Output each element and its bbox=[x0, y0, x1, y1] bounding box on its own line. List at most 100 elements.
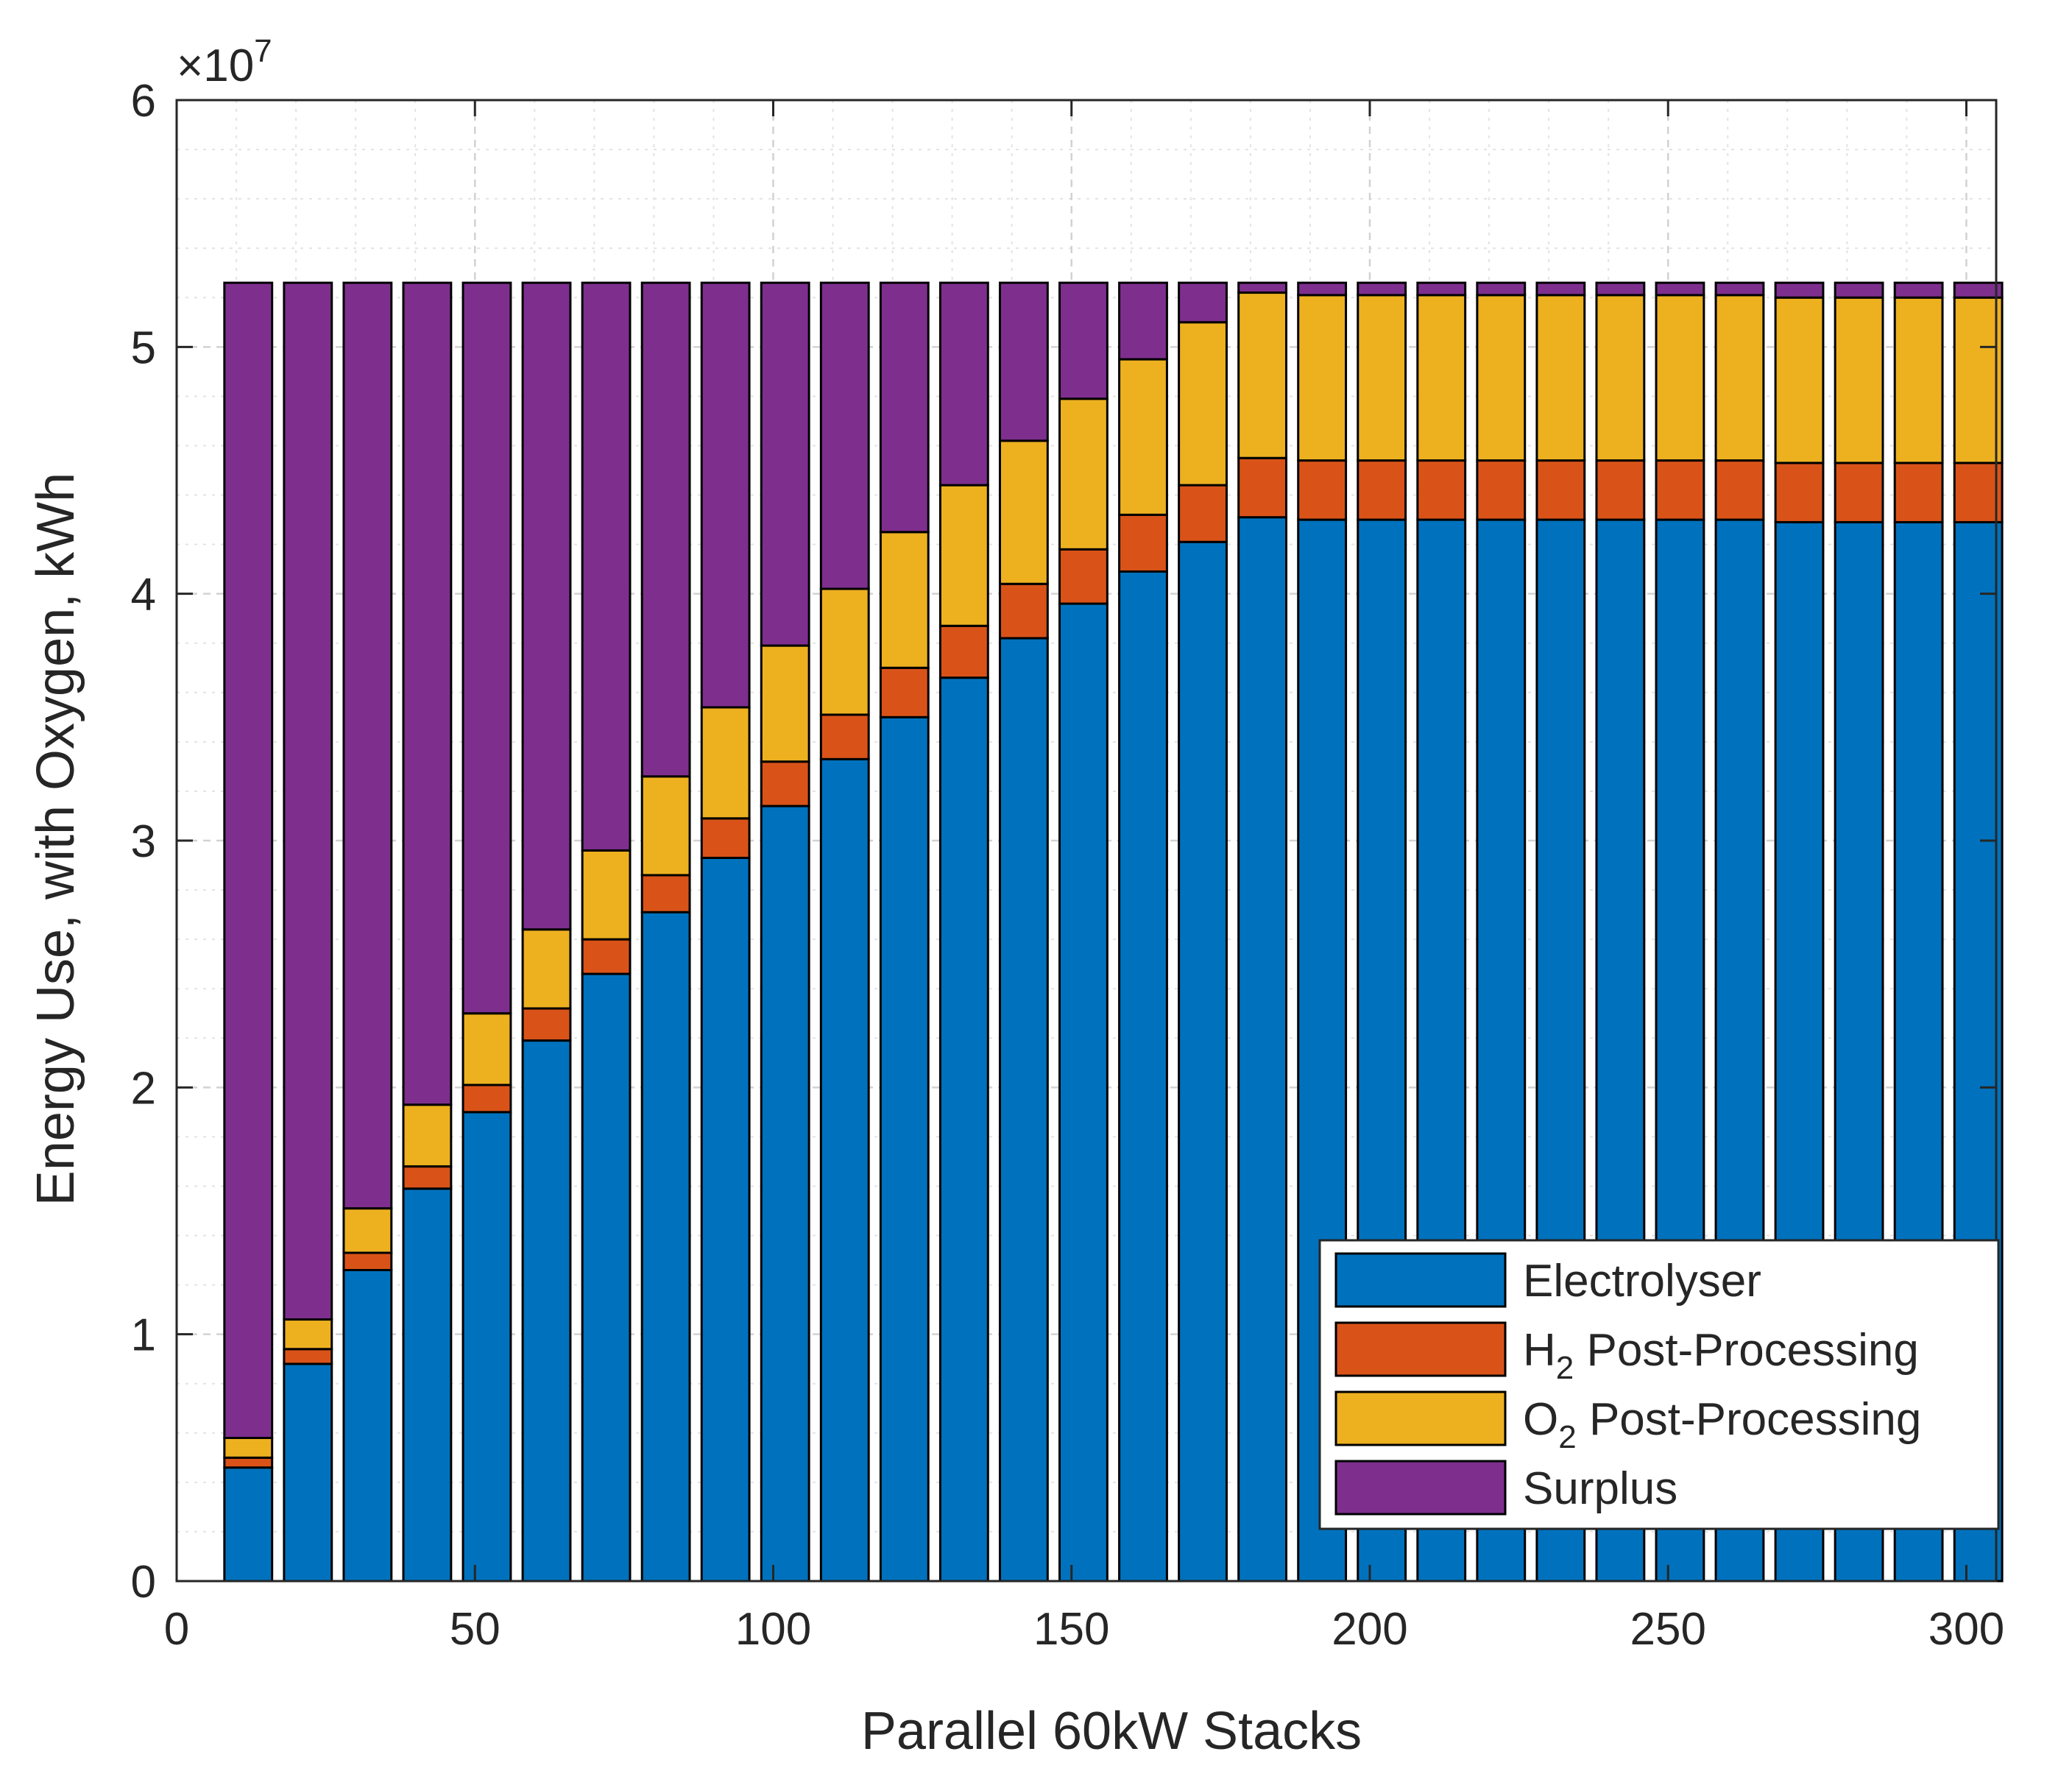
bar-segment-o2-122 bbox=[879, 531, 930, 669]
bar-segment-surplus-232 bbox=[1535, 281, 1586, 297]
bar-segment-o2-172 bbox=[1178, 321, 1228, 487]
legend-label-subscript: 2 bbox=[1558, 1419, 1576, 1455]
y-exponent-base: ×10 bbox=[177, 40, 254, 91]
bar-segment-o2-242 bbox=[1595, 294, 1646, 462]
bar-segment-h2-262 bbox=[1714, 459, 1765, 521]
bar-segment-electrolyser-82 bbox=[640, 911, 691, 1583]
bar-segment-electrolyser-112 bbox=[819, 757, 870, 1583]
bar-segment-o2-292 bbox=[1893, 296, 1944, 464]
bar-segment-h2-162 bbox=[1118, 513, 1168, 573]
bar-segment-surplus-292 bbox=[1893, 281, 1944, 299]
bar-segment-h2-282 bbox=[1834, 462, 1884, 523]
bar-segment-h2-292 bbox=[1893, 462, 1944, 523]
legend-swatch-electrolyser bbox=[1334, 1252, 1507, 1308]
bar-segment-electrolyser-22 bbox=[283, 1362, 333, 1583]
bar-segment-surplus-32 bbox=[342, 281, 393, 1210]
bar-segment-surplus-162 bbox=[1118, 281, 1168, 361]
bar-segment-surplus-172 bbox=[1178, 281, 1228, 324]
bar-segment-surplus-62 bbox=[521, 281, 572, 931]
bar-segment-o2-12 bbox=[223, 1437, 274, 1459]
y-tick-label: 2 bbox=[131, 1063, 156, 1114]
axes-layer: 0 50 100 150 200 250 300 0 1 2 3 4 5 6 bbox=[131, 76, 2005, 1655]
bar-segment-o2-272 bbox=[1774, 296, 1825, 464]
legend-label-main: Surplus bbox=[1523, 1463, 1677, 1514]
bar-segment-electrolyser-142 bbox=[998, 637, 1049, 1583]
legend-label-main: Electrolyser bbox=[1523, 1256, 1761, 1307]
legend-label-h2: H2 Post-Processing bbox=[1523, 1325, 1919, 1386]
bar-segment-electrolyser-132 bbox=[938, 676, 989, 1583]
bar-segment-electrolyser-102 bbox=[760, 805, 810, 1583]
bars-layer bbox=[223, 281, 2004, 1583]
bar-segment-surplus-142 bbox=[998, 281, 1049, 442]
legend-swatch-o2 bbox=[1334, 1390, 1507, 1446]
y-exponent-label: ×107 bbox=[177, 33, 272, 91]
bar-segment-h2-102 bbox=[760, 760, 810, 807]
bar-segment-h2-12 bbox=[223, 1456, 274, 1469]
legend-label-rest: Post-Processing bbox=[1577, 1394, 1922, 1445]
bar-segment-o2-282 bbox=[1834, 296, 1884, 464]
bar-segment-h2-142 bbox=[998, 582, 1049, 640]
bar-segment-surplus-82 bbox=[640, 281, 691, 778]
y-axis-label: Energy Use, with Oxygen, kWh bbox=[26, 473, 85, 1206]
x-tick-label: 50 bbox=[450, 1604, 501, 1655]
bar-segment-o2-182 bbox=[1237, 291, 1288, 459]
x-tick-label: 100 bbox=[735, 1604, 811, 1655]
legend: Electrolyser H2 Post-Processing O2 Post-Pr… bbox=[1318, 1239, 2000, 1530]
bar-segment-h2-232 bbox=[1535, 459, 1586, 521]
bar-segment-o2-192 bbox=[1297, 294, 1348, 462]
bar-segment-surplus-72 bbox=[581, 281, 632, 852]
bar-segment-electrolyser-182 bbox=[1237, 516, 1288, 1583]
bar-segment-o2-82 bbox=[640, 775, 691, 877]
bar-segment-surplus-252 bbox=[1655, 281, 1705, 297]
bar-segment-electrolyser-52 bbox=[462, 1111, 512, 1583]
bar-segment-surplus-282 bbox=[1834, 281, 1884, 299]
bar-segment-o2-22 bbox=[283, 1318, 333, 1351]
bar-segment-h2-72 bbox=[581, 938, 632, 975]
legend-label-electrolyser: Electrolyser bbox=[1523, 1256, 1761, 1307]
bar-segment-surplus-22 bbox=[283, 281, 333, 1321]
legend-swatch-surplus bbox=[1334, 1460, 1507, 1516]
bar-segment-surplus-12 bbox=[223, 281, 274, 1440]
bar-segment-o2-42 bbox=[402, 1103, 453, 1168]
bar-segment-o2-72 bbox=[581, 849, 632, 941]
bar-segment-surplus-102 bbox=[760, 281, 810, 647]
y-tick-label: 1 bbox=[131, 1310, 156, 1361]
y-tick-label: 3 bbox=[131, 816, 156, 867]
x-tick-label: 250 bbox=[1630, 1604, 1706, 1655]
bar-segment-h2-272 bbox=[1774, 462, 1825, 523]
y-tick-label: 6 bbox=[131, 76, 156, 127]
x-axis-label: Parallel 60kW Stacks bbox=[861, 1702, 1362, 1761]
bar-segment-electrolyser-72 bbox=[581, 972, 632, 1583]
x-tick-label: 200 bbox=[1332, 1604, 1407, 1655]
legend-label-rest: Post-Processing bbox=[1574, 1325, 1919, 1376]
bar-segment-electrolyser-32 bbox=[342, 1268, 393, 1583]
bar-segment-o2-142 bbox=[998, 439, 1049, 585]
bar-segment-surplus-272 bbox=[1774, 281, 1825, 299]
bar-segment-h2-82 bbox=[640, 874, 691, 913]
bar-segment-surplus-182 bbox=[1237, 281, 1288, 294]
bar-segment-o2-202 bbox=[1357, 294, 1407, 462]
bar-segment-h2-172 bbox=[1178, 484, 1228, 543]
bar-segment-surplus-92 bbox=[700, 281, 751, 709]
bar-segment-surplus-152 bbox=[1058, 281, 1109, 400]
bar-segment-h2-212 bbox=[1416, 459, 1467, 521]
y-exponent-power: 7 bbox=[254, 33, 272, 69]
legend-label-main: O bbox=[1523, 1394, 1558, 1445]
bar-segment-surplus-112 bbox=[819, 281, 870, 590]
bar-segment-h2-222 bbox=[1476, 459, 1527, 521]
x-tick-label: 150 bbox=[1033, 1604, 1109, 1655]
bar-segment-h2-32 bbox=[342, 1251, 393, 1271]
bar-segment-surplus-222 bbox=[1476, 281, 1527, 297]
bar-segment-o2-112 bbox=[819, 587, 870, 716]
y-tick-label: 4 bbox=[131, 570, 156, 621]
bar-segment-h2-52 bbox=[462, 1084, 512, 1114]
x-tick-label: 0 bbox=[164, 1604, 189, 1655]
bar-segment-surplus-202 bbox=[1357, 281, 1407, 297]
bar-segment-surplus-192 bbox=[1297, 281, 1348, 297]
bar-segment-h2-92 bbox=[700, 817, 751, 859]
bar-segment-h2-242 bbox=[1595, 459, 1646, 521]
bar-segment-electrolyser-62 bbox=[521, 1039, 572, 1583]
bar-segment-h2-302 bbox=[1953, 462, 2004, 523]
